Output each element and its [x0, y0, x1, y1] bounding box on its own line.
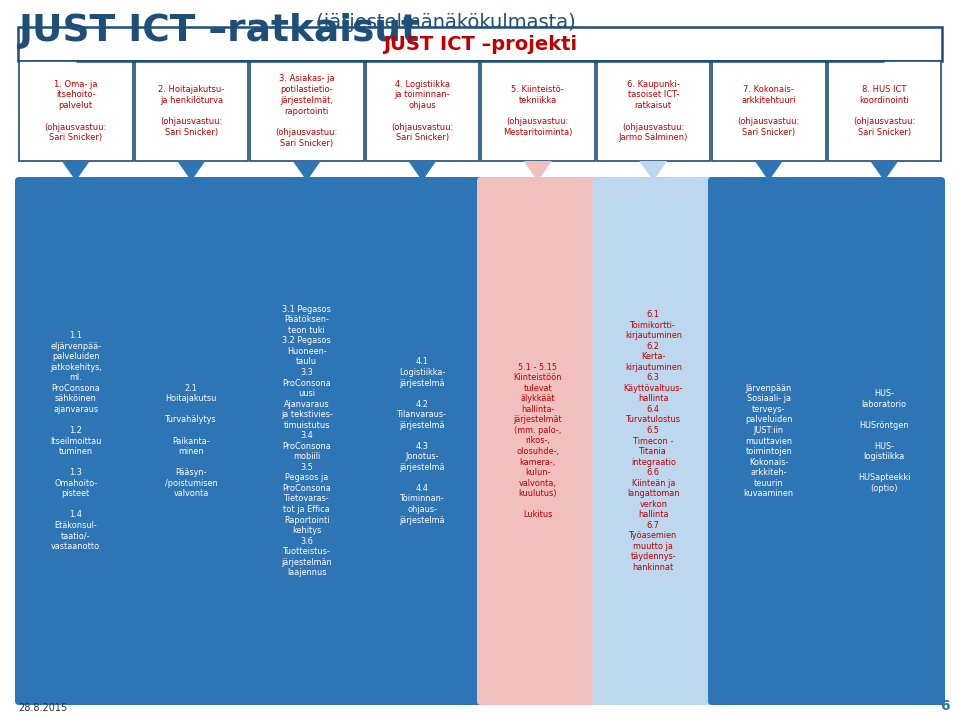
Polygon shape: [178, 161, 205, 181]
FancyBboxPatch shape: [824, 177, 945, 705]
Text: 3. Asiakas- ja
potilastietio-
järjestelmät,
raportointi

(ohjausvastuu:
Sari Sni: 3. Asiakas- ja potilastietio- järjestelm…: [276, 74, 338, 147]
Polygon shape: [524, 161, 552, 181]
FancyBboxPatch shape: [477, 177, 598, 705]
Text: 5.1 - 5.15
Kiinteistöön
tulevat
älykkäät
hallinta-
järjestelmät
(mm. palo-,
riko: 5.1 - 5.15 Kiinteistöön tulevat älykkäät…: [514, 362, 563, 519]
Text: 1. Oma- ja
itsehoito-
palvelut

(ohjausvastuu:
Sari Snicker): 1. Oma- ja itsehoito- palvelut (ohjausva…: [44, 80, 107, 142]
Text: 6. Kaupunki-
tasoiset ICT-
ratkaisut

(ohjausvastuu:
Jarmo Salminen): 6. Kaupunki- tasoiset ICT- ratkaisut (oh…: [618, 80, 688, 142]
FancyBboxPatch shape: [250, 61, 364, 161]
Text: 4.1
Logistiikka-
järjestelmä

4.2
Tilanvaraus-
järjestelmä

4.3
Jonotus-
järjest: 4.1 Logistiikka- järjestelmä 4.2 Tilanva…: [397, 357, 447, 525]
Polygon shape: [61, 161, 89, 181]
Text: 4. Logistiikka
ja toiminnan-
ohjaus

(ohjausvastuu:
Sari Snicker): 4. Logistiikka ja toiminnan- ohjaus (ohj…: [391, 80, 453, 142]
Text: 1.1
eljärvenpää-
palveluiden
jatkokehitys,
ml.
ProConsona
sähköinen
ajanvaraus

: 1.1 eljärvenpää- palveluiden jatkokehity…: [50, 331, 102, 551]
FancyBboxPatch shape: [592, 177, 714, 705]
Text: 8. HUS ICT
koordinointi

(ohjausvastuu:
Sari Snicker): 8. HUS ICT koordinointi (ohjausvastuu: S…: [853, 85, 916, 137]
FancyBboxPatch shape: [708, 177, 829, 705]
Text: 2. Hoitajakutsu-
ja henkilöturva

(ohjausvastuu:
Sari Snicker): 2. Hoitajakutsu- ja henkilöturva (ohjaus…: [158, 85, 225, 137]
Text: 2.1
Hoitajakutsu

Turvahälytys

Paikanta-
minen

Pääsyn-
/poistumisen
valvonta: 2.1 Hoitajakutsu Turvahälytys Paikanta- …: [165, 384, 218, 498]
Text: 6.1
Toimikortti-
kirjautuminen
6.2
Kerta-
kirjautuminen
6.3
Käyttövaltuus-
halli: 6.1 Toimikortti- kirjautuminen 6.2 Kerta…: [624, 310, 683, 572]
FancyBboxPatch shape: [828, 61, 941, 161]
Text: 7. Kokonais-
arkkitehtuuri

(ohjausvastuu:
Sari Snicker): 7. Kokonais- arkkitehtuuri (ohjausvastuu…: [737, 85, 800, 137]
FancyBboxPatch shape: [15, 177, 136, 705]
Text: 6: 6: [941, 699, 950, 713]
Text: Järvenpään
Sosiaali- ja
terveys-
palveluiden
JUST:iin
muuttavien
toimintojen
Kok: Järvenpään Sosiaali- ja terveys- palvelu…: [744, 384, 794, 498]
FancyBboxPatch shape: [134, 61, 248, 161]
Text: 28.8.2015: 28.8.2015: [18, 703, 67, 713]
FancyBboxPatch shape: [596, 61, 710, 161]
Text: 5. Kiinteistö-
tekniikka

(ohjausvastuu:
Mestaritoiminta): 5. Kiinteistö- tekniikka (ohjausvastuu: …: [503, 85, 572, 137]
Polygon shape: [871, 161, 899, 181]
Text: HUS-
laboratorio

HUSröntgen

HUS-
logistiikka

HUSapteekki
(optio): HUS- laboratorio HUSröntgen HUS- logisti…: [858, 389, 910, 493]
Text: JUST ICT –ratkaisut: JUST ICT –ratkaisut: [18, 13, 419, 49]
FancyBboxPatch shape: [18, 27, 942, 61]
FancyBboxPatch shape: [712, 61, 826, 161]
FancyBboxPatch shape: [481, 61, 594, 161]
Text: JUST ICT –projekti: JUST ICT –projekti: [383, 35, 577, 53]
Text: (järjestelmänäkökulmasta): (järjestelmänäkökulmasta): [310, 13, 576, 32]
FancyBboxPatch shape: [366, 61, 479, 161]
FancyBboxPatch shape: [362, 177, 483, 705]
Polygon shape: [639, 161, 667, 181]
FancyBboxPatch shape: [131, 177, 252, 705]
FancyBboxPatch shape: [246, 177, 368, 705]
Polygon shape: [408, 161, 436, 181]
Polygon shape: [293, 161, 321, 181]
Polygon shape: [755, 161, 782, 181]
Text: 3.1 Pegasos
Päätöksen-
teon tuki
3.2 Pegasos
Huoneen-
taulu
3.3
ProConsona
uusi
: 3.1 Pegasos Päätöksen- teon tuki 3.2 Peg…: [281, 305, 332, 577]
FancyBboxPatch shape: [19, 61, 132, 161]
